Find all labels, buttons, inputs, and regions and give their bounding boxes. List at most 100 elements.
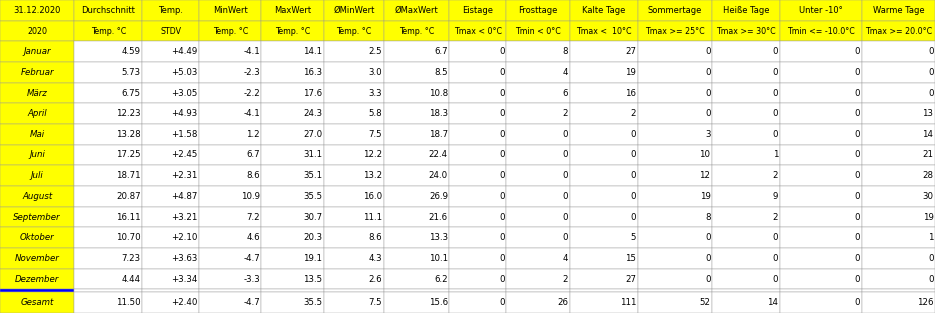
Bar [384, 21, 450, 41]
Text: 2: 2 [563, 109, 568, 118]
Bar [569, 269, 638, 289]
Bar [142, 41, 199, 62]
Bar [780, 62, 862, 83]
Text: 0: 0 [928, 89, 933, 98]
Bar [0, 124, 75, 145]
Bar [75, 269, 142, 289]
Bar [712, 83, 780, 103]
Text: 20.87: 20.87 [116, 192, 140, 201]
Text: 4.6: 4.6 [246, 233, 260, 242]
Text: 27: 27 [626, 47, 636, 56]
Text: Eistage: Eistage [463, 6, 494, 15]
Bar [262, 41, 324, 62]
Bar [142, 227, 199, 248]
Bar [0, 269, 75, 289]
Text: 16: 16 [626, 89, 636, 98]
Bar [324, 165, 384, 186]
Bar [712, 0, 780, 21]
Text: 8.6: 8.6 [246, 171, 260, 180]
Text: 26: 26 [557, 298, 568, 307]
Text: 0: 0 [563, 171, 568, 180]
Text: Tmin < 0°C: Tmin < 0°C [515, 27, 561, 35]
Text: Mai: Mai [30, 130, 45, 139]
Bar [450, 269, 507, 289]
Text: +2.31: +2.31 [171, 171, 197, 180]
Bar [262, 21, 324, 41]
Bar [75, 289, 142, 292]
Bar [75, 186, 142, 207]
Bar [142, 269, 199, 289]
Text: 0: 0 [499, 192, 505, 201]
Text: 7.5: 7.5 [368, 130, 382, 139]
Text: 21.6: 21.6 [429, 213, 448, 222]
Text: 11.1: 11.1 [363, 213, 382, 222]
Bar [199, 83, 262, 103]
Text: -4.1: -4.1 [243, 109, 260, 118]
Text: 0: 0 [499, 68, 505, 77]
Bar [862, 227, 935, 248]
Text: 27.0: 27.0 [303, 130, 323, 139]
Text: 0: 0 [563, 192, 568, 201]
Text: Temp. °C: Temp. °C [212, 27, 248, 35]
Text: 0: 0 [499, 298, 505, 307]
Bar [262, 269, 324, 289]
Bar [384, 289, 450, 292]
Bar [199, 165, 262, 186]
Text: 0: 0 [855, 275, 860, 284]
Bar [0, 186, 75, 207]
Text: +2.10: +2.10 [171, 233, 197, 242]
Bar [712, 21, 780, 41]
Bar [780, 292, 862, 313]
Bar [384, 165, 450, 186]
Bar [862, 186, 935, 207]
Bar [199, 145, 262, 165]
Bar [712, 289, 780, 292]
Bar [638, 103, 712, 124]
Text: 3: 3 [705, 130, 711, 139]
Bar [199, 289, 262, 292]
Text: 0: 0 [499, 130, 505, 139]
Bar [569, 83, 638, 103]
Bar [862, 289, 935, 292]
Text: Sommertage: Sommertage [648, 6, 702, 15]
Text: 20.3: 20.3 [303, 233, 323, 242]
Bar [638, 83, 712, 103]
Bar [75, 227, 142, 248]
Bar [199, 0, 262, 21]
Bar [712, 248, 780, 269]
Bar [199, 269, 262, 289]
Bar [199, 207, 262, 227]
Text: Oktober: Oktober [20, 233, 54, 242]
Text: Juli: Juli [31, 171, 44, 180]
Bar [712, 207, 780, 227]
Bar [862, 145, 935, 165]
Text: 13.2: 13.2 [363, 171, 382, 180]
Bar [262, 62, 324, 83]
Bar [142, 0, 199, 21]
Bar [75, 83, 142, 103]
Text: 0: 0 [928, 68, 933, 77]
Bar [712, 62, 780, 83]
Text: 0: 0 [499, 47, 505, 56]
Bar [384, 0, 450, 21]
Text: +4.93: +4.93 [171, 109, 197, 118]
Text: Juni: Juni [29, 151, 45, 160]
Text: 0: 0 [772, 275, 778, 284]
Text: 10.70: 10.70 [116, 233, 140, 242]
Text: 28: 28 [923, 171, 933, 180]
Bar [142, 292, 199, 313]
Text: 10.8: 10.8 [429, 89, 448, 98]
Text: 18.7: 18.7 [429, 130, 448, 139]
Bar [0, 289, 75, 292]
Text: 19.1: 19.1 [303, 254, 323, 263]
Text: 5: 5 [630, 233, 636, 242]
Text: 19: 19 [699, 192, 711, 201]
Bar [199, 227, 262, 248]
Text: 126: 126 [917, 298, 933, 307]
Bar [780, 41, 862, 62]
Text: 0: 0 [855, 130, 860, 139]
Bar [142, 62, 199, 83]
Text: 0: 0 [630, 213, 636, 222]
Bar [780, 269, 862, 289]
Bar [862, 207, 935, 227]
